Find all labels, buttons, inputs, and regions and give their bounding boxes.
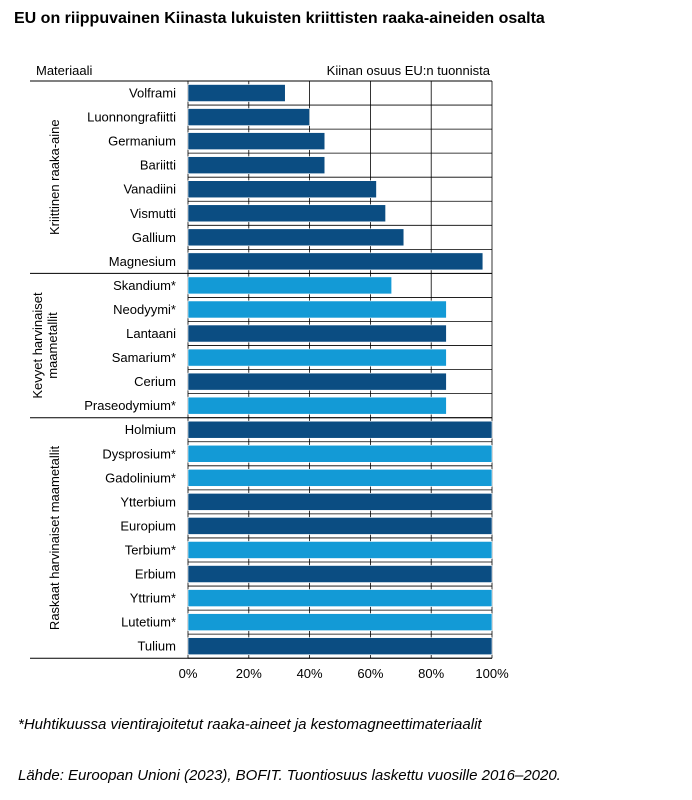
- category-label: Germanium: [108, 134, 176, 149]
- bar: [187, 348, 447, 367]
- category-label: Vismutti: [130, 206, 176, 221]
- bar: [187, 108, 310, 126]
- x-tick-label: 40%: [297, 666, 323, 681]
- bar-chart: Materiaali Kiinan osuus EU:n tuonnista Kri…: [30, 63, 509, 681]
- x-tick-label: 100%: [475, 666, 509, 681]
- category-label: Lantaani: [126, 326, 176, 341]
- column-header-share: Kiinan osuus EU:n tuonnista: [327, 63, 491, 78]
- bar: [187, 324, 447, 343]
- chart-title: EU on riippuvainen Kiinasta lukuisten kr…: [14, 10, 545, 27]
- bar: [187, 517, 493, 535]
- bar: [187, 637, 493, 656]
- category-label: Erbium: [135, 567, 176, 582]
- bar: [187, 84, 286, 102]
- bar: [187, 589, 493, 607]
- category-label: Volframi: [129, 86, 176, 101]
- bar: [187, 252, 484, 271]
- category-label: Terbium*: [125, 542, 176, 557]
- bar: [187, 300, 447, 319]
- bar: [187, 276, 392, 295]
- bar: [187, 180, 377, 199]
- bar: [187, 613, 493, 631]
- bar: [187, 468, 493, 487]
- x-tick-label: 60%: [357, 666, 383, 681]
- bar: [187, 372, 447, 391]
- category-label: Luonnongrafiitti: [87, 110, 176, 125]
- category-label: Lutetium*: [121, 615, 176, 630]
- category-label: Neodyymi*: [113, 302, 176, 317]
- category-label: Magnesium: [109, 254, 176, 269]
- x-tick-label: 0%: [179, 666, 198, 681]
- bar: [187, 204, 386, 223]
- footnote: *Huhtikuussa vientirajoitetut raaka-aine…: [18, 716, 482, 733]
- category-label: Ytterbium: [120, 494, 176, 509]
- bar: [187, 156, 326, 174]
- category-label: Praseodymium*: [84, 398, 176, 413]
- bar: [187, 541, 493, 559]
- bar: [187, 396, 447, 415]
- category-label: Gallium: [132, 230, 176, 245]
- category-label: Gadolinium*: [105, 470, 176, 485]
- group-label-line: maametallit: [45, 312, 60, 379]
- bar: [187, 444, 493, 463]
- category-label: Holmium: [125, 422, 176, 437]
- category-label: Skandium*: [113, 278, 176, 293]
- bar: [187, 493, 493, 511]
- column-header-material: Materiaali: [36, 63, 92, 78]
- group-label: Raskaat harvinaiset maametallit: [47, 445, 62, 630]
- group-label: Kevyet harvinaisetmaametallit: [30, 292, 60, 399]
- category-label: Samarium*: [112, 350, 176, 365]
- bar: [187, 420, 493, 439]
- group-label-line: Kevyet harvinaiset: [30, 292, 45, 399]
- category-label: Cerium: [134, 374, 176, 389]
- category-label: Yttrium*: [130, 591, 176, 606]
- category-label: Dysprosium*: [102, 446, 176, 461]
- bar: [187, 565, 493, 583]
- bar: [187, 132, 326, 150]
- x-tick-label: 20%: [236, 666, 262, 681]
- category-label: Bariitti: [140, 158, 176, 173]
- source-note: Lähde: Euroopan Unioni (2023), BOFIT. Tu…: [18, 767, 561, 784]
- group-label: Kriittinen raaka-aine: [47, 119, 62, 235]
- bar: [187, 228, 405, 247]
- category-label: Tulium: [137, 639, 176, 654]
- category-label: Europium: [120, 518, 176, 533]
- category-label: Vanadiini: [123, 182, 176, 197]
- x-tick-label: 80%: [418, 666, 444, 681]
